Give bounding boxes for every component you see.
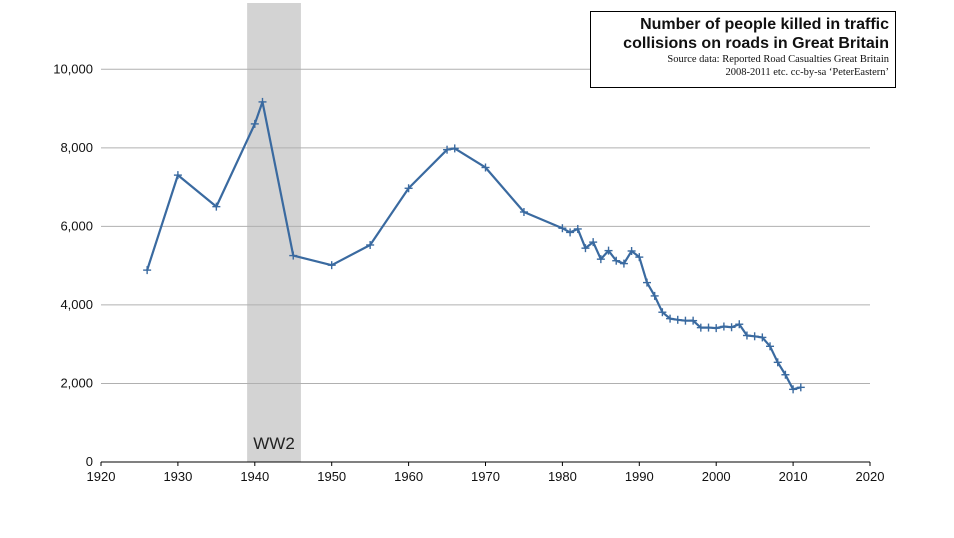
- data-point: [589, 238, 598, 247]
- y-tick-label: 0: [86, 454, 93, 469]
- data-point: [658, 308, 667, 317]
- data-point: [450, 144, 459, 153]
- data-point: [481, 163, 490, 172]
- data-point: [766, 342, 775, 351]
- data-point: [143, 266, 152, 275]
- data-point: [704, 323, 713, 332]
- source-note-line-2: 2008-2011 etc. cc-by-sa ‘PeterEastern’: [725, 67, 889, 78]
- grid-lines: [101, 68, 870, 384]
- y-tick-label: 4,000: [60, 297, 93, 312]
- data-point: [596, 255, 605, 264]
- data-point: [727, 323, 736, 332]
- data-point: [673, 315, 682, 324]
- source-note-line-1: Source data: Reported Road Casualties Gr…: [667, 54, 889, 65]
- data-point: [742, 331, 751, 340]
- data-point: [327, 261, 336, 270]
- data-point: [212, 202, 221, 211]
- chart-title-line-1: Number of people killed in traffic: [640, 16, 889, 33]
- data-point: [735, 320, 744, 329]
- data-point: [719, 322, 728, 331]
- x-tick-label: 1950: [317, 469, 346, 484]
- y-tick-label: 8,000: [60, 140, 93, 155]
- y-tick-label: 6,000: [60, 218, 93, 233]
- data-point: [666, 314, 675, 323]
- data-point: [250, 119, 259, 128]
- data-point: [650, 291, 659, 300]
- x-tick-label: 2010: [779, 469, 808, 484]
- y-tick-label: 10,000: [53, 61, 93, 76]
- data-point: [712, 324, 721, 333]
- series-line: [146, 100, 802, 391]
- data-point: [796, 383, 805, 392]
- x-tick-label: 1980: [548, 469, 577, 484]
- data-point: [604, 246, 613, 255]
- x-tick-label: 2020: [856, 469, 885, 484]
- data-point: [619, 259, 628, 268]
- series: [143, 97, 805, 394]
- y-axis-ticks: 0 2,000 4,000 6,000 8,000 10,000: [53, 61, 93, 469]
- data-point: [404, 184, 413, 193]
- data-point: [750, 332, 759, 341]
- data-point: [519, 207, 528, 216]
- ww2-label: WW2: [253, 434, 295, 453]
- chart-title-line-2: collisions on roads in Great Britain: [623, 35, 889, 52]
- data-point: [366, 240, 375, 249]
- ww2-shaded-band: [247, 3, 301, 462]
- data-point: [573, 224, 582, 233]
- data-point: [635, 253, 644, 262]
- data-point: [289, 251, 298, 260]
- x-tick-label: 1920: [87, 469, 116, 484]
- x-tick-label: 1930: [163, 469, 192, 484]
- data-point: [581, 244, 590, 253]
- data-point: [612, 256, 621, 265]
- data-point: [789, 385, 798, 394]
- data-point: [773, 358, 782, 367]
- data-point: [627, 246, 636, 255]
- data-point: [566, 228, 575, 237]
- data-point: [443, 145, 452, 154]
- data-point: [781, 370, 790, 379]
- data-point: [258, 97, 267, 106]
- x-tick-label: 1970: [471, 469, 500, 484]
- data-point: [758, 333, 767, 342]
- title-box: Number of people killed in traffic colli…: [590, 11, 896, 88]
- data-point: [681, 316, 690, 325]
- data-point: [173, 171, 182, 180]
- data-point: [696, 323, 705, 332]
- y-tick-label: 2,000: [60, 375, 93, 390]
- x-tick-label: 2000: [702, 469, 731, 484]
- data-point: [689, 316, 698, 325]
- x-axis-ticks: 1920 1930 1940 1950 1960 1970 1980 1990 2000 2010…: [87, 462, 885, 484]
- x-tick-label: 1940: [240, 469, 269, 484]
- data-point: [558, 224, 567, 233]
- data-point: [642, 278, 651, 287]
- x-tick-label: 1960: [394, 469, 423, 484]
- x-tick-label: 1990: [625, 469, 654, 484]
